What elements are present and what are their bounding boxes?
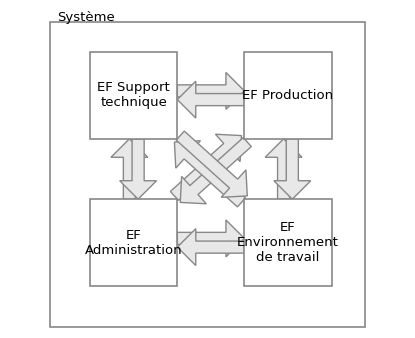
- Polygon shape: [171, 134, 242, 200]
- Polygon shape: [120, 139, 156, 199]
- Text: EF Support
technique: EF Support technique: [98, 81, 170, 109]
- Bar: [244, 52, 332, 139]
- Polygon shape: [177, 220, 244, 257]
- Text: EF Production: EF Production: [242, 89, 334, 102]
- Polygon shape: [180, 138, 251, 204]
- Text: EF
Environnement
de travail: EF Environnement de travail: [237, 221, 339, 264]
- Text: EF
Administration: EF Administration: [85, 229, 183, 257]
- Polygon shape: [177, 81, 244, 118]
- Bar: [244, 199, 332, 286]
- Polygon shape: [274, 139, 311, 199]
- Text: Système: Système: [57, 11, 115, 24]
- Bar: [90, 199, 177, 286]
- Polygon shape: [174, 141, 246, 207]
- Polygon shape: [177, 72, 244, 109]
- Polygon shape: [265, 139, 302, 199]
- Polygon shape: [176, 131, 247, 197]
- Polygon shape: [177, 229, 244, 266]
- Bar: [90, 52, 177, 139]
- Polygon shape: [111, 139, 148, 199]
